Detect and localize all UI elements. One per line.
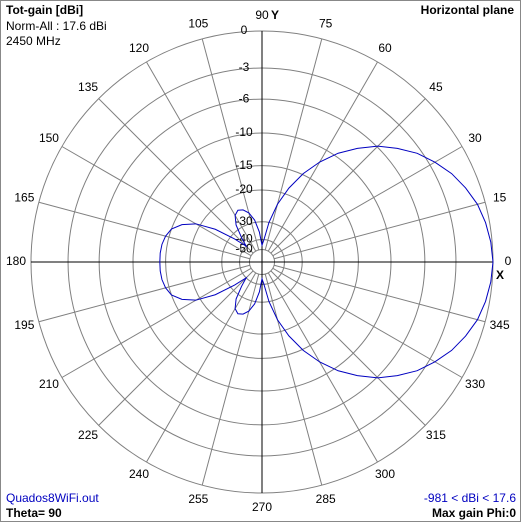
angle-tick-label: 45	[429, 80, 443, 94]
angle-tick-label: 90	[255, 8, 269, 22]
grid-spoke	[264, 38, 323, 251]
angle-tick-label: 225	[78, 428, 98, 442]
grid-spoke	[38, 201, 251, 260]
frequency-label: 2450 MHz	[6, 34, 61, 48]
grid-spoke	[264, 273, 323, 486]
angle-tick-label: 30	[468, 131, 482, 145]
angle-tick-label: 15	[493, 191, 507, 205]
grid-spoke	[61, 267, 252, 378]
angle-tick-label: 330	[465, 377, 485, 391]
x-axis-label: X	[496, 268, 504, 282]
r-tick-label: -10	[235, 125, 253, 139]
angle-tick-label: 240	[129, 467, 149, 481]
grid-spoke	[273, 201, 486, 260]
r-tick-label: -50	[235, 242, 253, 256]
grid-spoke	[267, 272, 378, 463]
r-tick-label: -3	[239, 60, 250, 74]
angle-tick-label: 315	[426, 428, 446, 442]
r-tick-label: -20	[235, 182, 253, 196]
angle-tick-label: 165	[14, 191, 34, 205]
angle-tick-label: 255	[188, 492, 208, 506]
angle-tick-label: 210	[39, 377, 59, 391]
chart-title: Tot-gain [dBi]	[6, 3, 83, 17]
angle-tick-label: 105	[188, 17, 208, 31]
angle-tick-label: 270	[252, 500, 272, 514]
grid-spoke	[98, 98, 254, 254]
angle-tick-label: 60	[378, 41, 392, 55]
pattern-line	[159, 145, 494, 379]
grid-spoke	[98, 270, 254, 426]
angle-tick-label: 285	[316, 492, 336, 506]
angle-tick-label: 135	[78, 80, 98, 94]
grid-spoke	[272, 267, 463, 378]
r-tick-label: 0	[241, 23, 248, 37]
grid-spoke	[270, 98, 426, 254]
r-tick-label: -30	[235, 214, 253, 228]
grid-spoke	[61, 146, 252, 257]
angle-tick-label: 345	[490, 318, 510, 332]
r-tick-label: -6	[239, 91, 250, 105]
y-axis-label: Y	[271, 8, 279, 22]
grid-spoke	[267, 61, 378, 252]
max-gain-label: Max gain Phi:0	[432, 506, 516, 520]
range-label: -981 < dBi < 17.6	[424, 491, 516, 505]
angle-tick-label: 300	[375, 467, 395, 481]
norm-label: Norm-All : 17.6 dBi	[6, 19, 107, 33]
angle-tick-label: 0	[505, 254, 512, 268]
angle-tick-label: 180	[6, 254, 26, 268]
angle-tick-label: 150	[39, 131, 59, 145]
grid-spoke	[146, 61, 257, 252]
angle-tick-label: 75	[319, 17, 333, 31]
grid-spoke	[201, 273, 260, 486]
theta-label: Theta= 90	[6, 506, 62, 520]
r-tick-label: -15	[235, 158, 253, 172]
angle-tick-label: 120	[129, 41, 149, 55]
grid-spoke	[273, 264, 486, 323]
angle-tick-label: 195	[14, 318, 34, 332]
grid-spoke	[38, 264, 251, 323]
plane-label: Horizontal plane	[421, 3, 515, 17]
file-label: Quados8WiFi.out	[6, 491, 99, 505]
grid-spoke	[201, 38, 260, 251]
grid-spoke	[272, 146, 463, 257]
grid-spoke	[146, 272, 257, 463]
grid-spoke	[270, 270, 426, 426]
